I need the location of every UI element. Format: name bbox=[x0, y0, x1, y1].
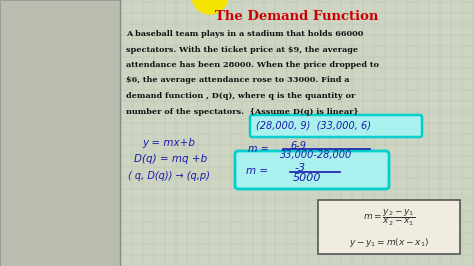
Text: attendance has been 28000. When the price dropped to: attendance has been 28000. When the pric… bbox=[126, 61, 379, 69]
Text: A baseball team plays in a stadium that holds 66000: A baseball team plays in a stadium that … bbox=[126, 30, 364, 38]
Text: y = mx+b: y = mx+b bbox=[142, 138, 195, 148]
Circle shape bbox=[192, 0, 228, 14]
Text: 6-9: 6-9 bbox=[290, 141, 306, 151]
FancyBboxPatch shape bbox=[235, 151, 389, 189]
Text: $y - y_1 = m(x - x_1)$: $y - y_1 = m(x - x_1)$ bbox=[349, 236, 429, 249]
Text: -3: -3 bbox=[295, 163, 306, 173]
Bar bbox=[0, 0, 120, 266]
Bar bbox=[318, 200, 460, 254]
Text: ( q, D(q)) → (q,p): ( q, D(q)) → (q,p) bbox=[128, 171, 210, 181]
Text: spectators. With the ticket price at $9, the average: spectators. With the ticket price at $9,… bbox=[126, 45, 358, 53]
Text: D(q) = mq +b: D(q) = mq +b bbox=[134, 154, 207, 164]
Text: $6, the average attendance rose to 33000. Find a: $6, the average attendance rose to 33000… bbox=[126, 77, 349, 85]
Text: 33,000-28,000: 33,000-28,000 bbox=[280, 150, 352, 160]
Text: (28,000, 9)  (33,000, 6): (28,000, 9) (33,000, 6) bbox=[256, 121, 371, 131]
Text: The Demand Function: The Demand Function bbox=[215, 10, 379, 23]
Text: $m = \dfrac{y_2 - y_1}{x_2 - x_1}$: $m = \dfrac{y_2 - y_1}{x_2 - x_1}$ bbox=[363, 208, 415, 228]
Text: m =: m = bbox=[246, 166, 268, 176]
Text: number of the spectators.  {Assume D(q) is linear}: number of the spectators. {Assume D(q) i… bbox=[126, 107, 358, 115]
FancyBboxPatch shape bbox=[250, 115, 422, 137]
Text: 5000: 5000 bbox=[293, 173, 321, 183]
Text: m =: m = bbox=[248, 144, 269, 154]
Text: demand function , D(q), where q is the quantity or: demand function , D(q), where q is the q… bbox=[126, 92, 355, 100]
